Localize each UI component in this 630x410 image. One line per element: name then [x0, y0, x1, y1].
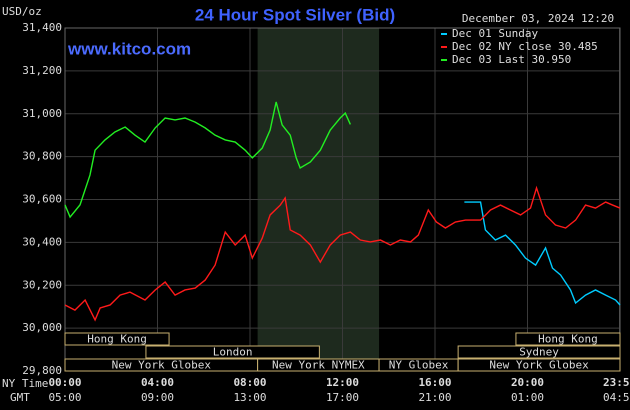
legend-label: Dec 01 Sunday — [452, 27, 538, 40]
legend-label: Dec 03 Last 30.950 — [452, 53, 571, 66]
x-tick-label: 00:00 — [48, 376, 81, 389]
y-tick-label: 30,000 — [22, 321, 62, 334]
session-bar — [457, 358, 621, 372]
unit-label: USD/oz — [2, 5, 42, 18]
x-row-label: NY Time — [2, 377, 48, 390]
gmt-tick-label: 09:00 — [141, 391, 174, 404]
session-label: Hong Kong — [87, 333, 147, 346]
y-tick-label: 31,200 — [22, 64, 62, 77]
y-tick-label: 31,400 — [22, 21, 62, 34]
watermark: www.kitco.com — [67, 39, 191, 58]
session-label: Sydney — [519, 346, 559, 359]
session-label: Hong Kong — [538, 333, 598, 346]
session-label: NY Globex — [389, 359, 449, 372]
session-bar — [457, 345, 621, 359]
series-line — [64, 101, 352, 219]
gmt-tick-label: 21:00 — [418, 391, 451, 404]
y-tick-label: 31,000 — [22, 107, 62, 120]
gmt-tick-label: 01:00 — [511, 391, 544, 404]
series-line — [464, 201, 621, 306]
session-bar — [145, 345, 320, 359]
x-tick-label: 16:00 — [418, 376, 451, 389]
series-line — [64, 185, 621, 322]
x-row-label: GMT — [10, 391, 30, 404]
y-tick-label: 30,200 — [22, 278, 62, 291]
y-tick-label: 29,800 — [22, 364, 62, 377]
legend-label: Dec 02 NY close 30.485 — [452, 40, 598, 53]
chart-title: 24 Hour Spot Silver (Bid) — [195, 5, 395, 24]
session-label: London — [213, 346, 253, 359]
x-tick-label: 08:00 — [233, 376, 266, 389]
y-tick-label: 30,400 — [22, 235, 62, 248]
session-label: New York Globex — [489, 359, 589, 372]
gmt-tick-label: 05:00 — [48, 391, 81, 404]
y-tick-label: 30,800 — [22, 150, 62, 163]
x-tick-label: 23:59 — [603, 376, 630, 389]
session-label: New York NYMEX — [272, 359, 365, 372]
x-tick-label: 04:00 — [141, 376, 174, 389]
gmt-tick-label: 13:00 — [233, 391, 266, 404]
gmt-tick-label: 17:00 — [326, 391, 359, 404]
session-bar — [64, 332, 170, 346]
gmt-tick-label: 04:59 — [603, 391, 630, 404]
x-tick-label: 20:00 — [511, 376, 544, 389]
y-tick-label: 30,600 — [22, 193, 62, 206]
session-bar — [515, 332, 621, 346]
session-label: New York Globex — [112, 359, 212, 372]
chart-subtitle: December 03, 2024 12:20 — [462, 12, 614, 25]
x-tick-label: 12:00 — [326, 376, 359, 389]
